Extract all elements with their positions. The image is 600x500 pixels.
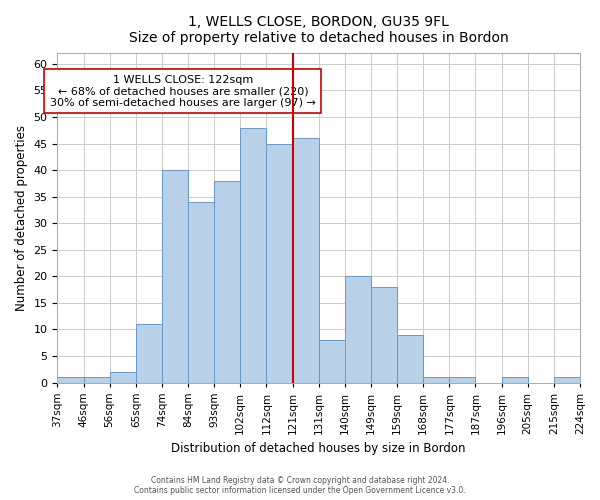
Bar [423, 377, 449, 382]
Bar [449, 377, 475, 382]
Bar [266, 144, 293, 382]
Bar [83, 377, 110, 382]
Bar [162, 170, 188, 382]
Bar [58, 377, 83, 382]
Bar [397, 334, 423, 382]
Y-axis label: Number of detached properties: Number of detached properties [15, 125, 28, 311]
Bar [345, 276, 371, 382]
Bar [110, 372, 136, 382]
Text: 1 WELLS CLOSE: 122sqm
← 68% of detached houses are smaller (220)
30% of semi-det: 1 WELLS CLOSE: 122sqm ← 68% of detached … [50, 74, 316, 108]
Bar [554, 377, 580, 382]
X-axis label: Distribution of detached houses by size in Bordon: Distribution of detached houses by size … [172, 442, 466, 455]
Text: Contains HM Land Registry data © Crown copyright and database right 2024.
Contai: Contains HM Land Registry data © Crown c… [134, 476, 466, 495]
Bar [319, 340, 345, 382]
Bar [293, 138, 319, 382]
Bar [214, 180, 241, 382]
Bar [502, 377, 528, 382]
Bar [188, 202, 214, 382]
Bar [241, 128, 266, 382]
Bar [371, 287, 397, 382]
Bar [136, 324, 162, 382]
Title: 1, WELLS CLOSE, BORDON, GU35 9FL
Size of property relative to detached houses in: 1, WELLS CLOSE, BORDON, GU35 9FL Size of… [129, 15, 509, 45]
